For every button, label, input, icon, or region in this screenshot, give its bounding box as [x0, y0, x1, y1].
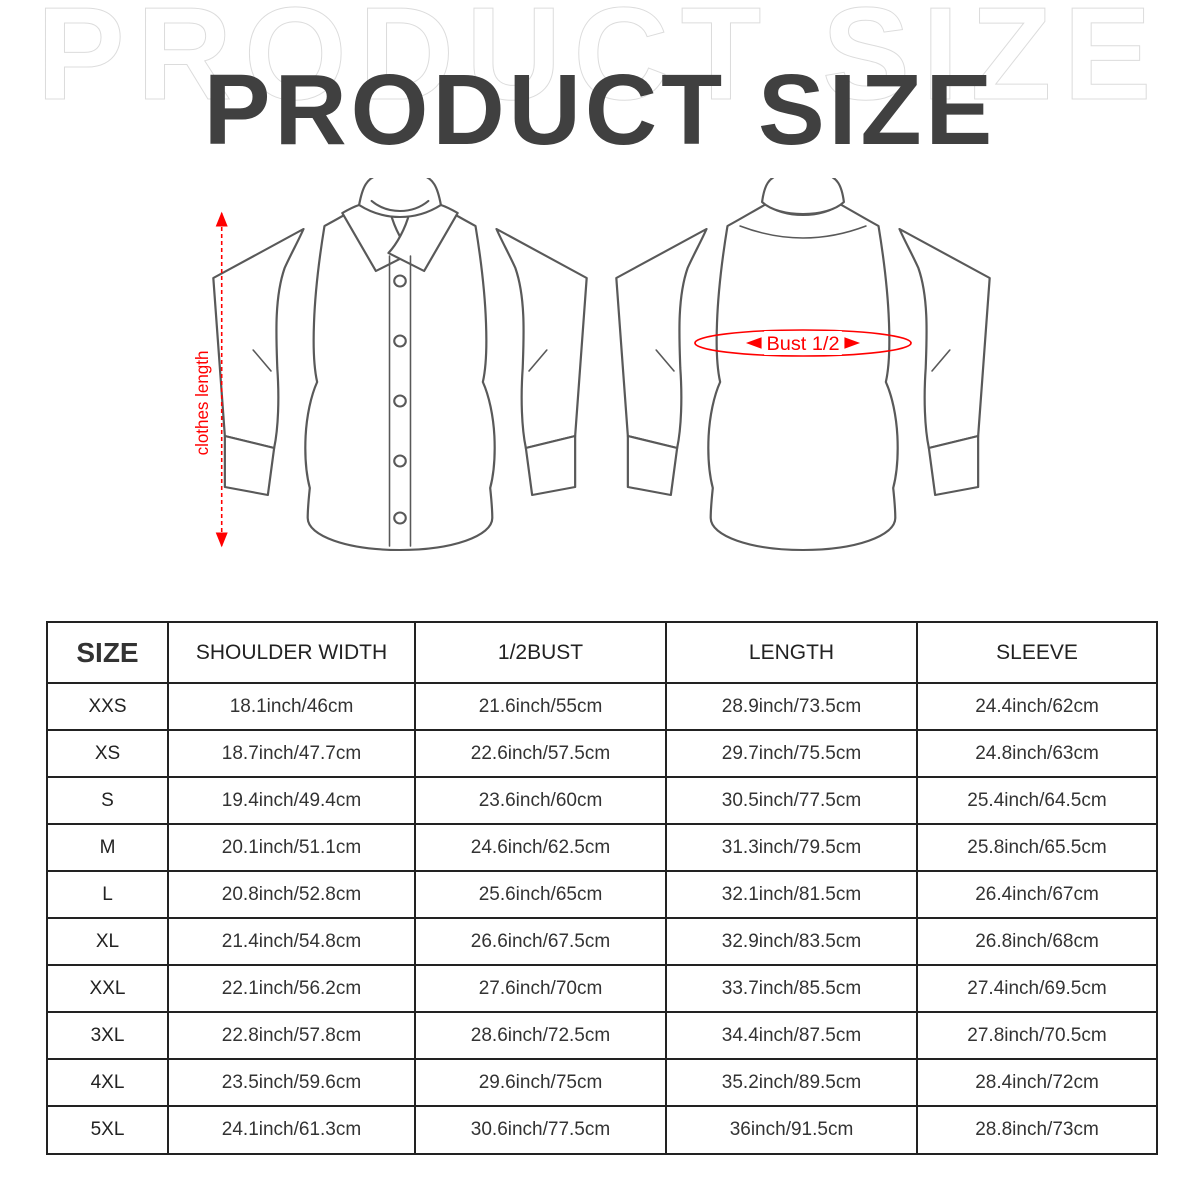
svg-text:Bust 1/2: Bust 1/2	[766, 333, 839, 354]
svg-text:clothes length: clothes length	[192, 351, 212, 456]
